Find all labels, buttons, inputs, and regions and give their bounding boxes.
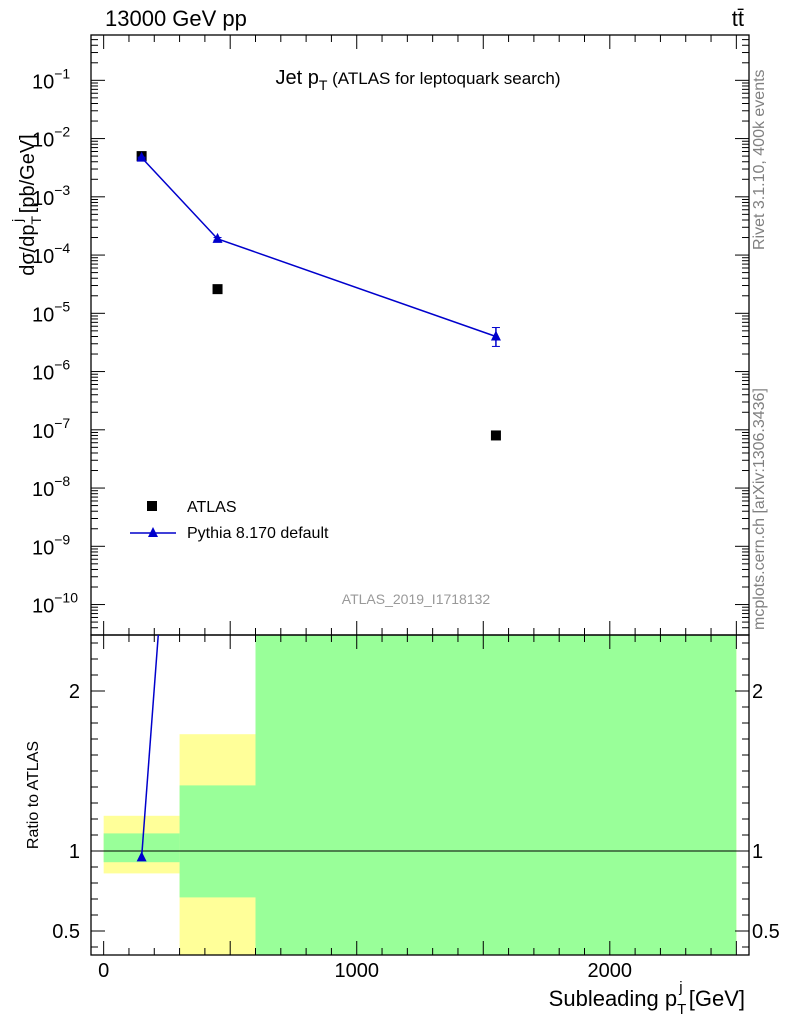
pythia-data-point xyxy=(136,151,147,162)
ratio-y-tick-label-right: 1 xyxy=(752,841,763,863)
y-tick-label: 10−10 xyxy=(32,590,78,618)
y-tick-label-base: 10 xyxy=(32,130,54,152)
y-tick-label-base: 10 xyxy=(32,537,54,559)
ratio-y-tick-label: 1 xyxy=(69,841,80,863)
y-tick-label: 10−2 xyxy=(32,124,70,152)
y-tick-label-exponent: −8 xyxy=(54,473,70,489)
y-tick-label-exponent: −5 xyxy=(54,298,70,314)
x-tick-labels: 0 1000 2000 xyxy=(98,960,632,982)
atlas-data-point xyxy=(490,430,501,441)
rivet-label: Rivet 3.1.10, 400k events xyxy=(751,69,768,250)
main-plot-frame xyxy=(90,34,750,636)
mcplots-label: mcplots.cern.ch [arXiv:1306.3436] xyxy=(751,388,768,630)
ratio-pythia-line xyxy=(140,635,160,858)
ratio-y-tick-label: 0.5 xyxy=(52,921,80,943)
y-tick-label: 10−8 xyxy=(32,473,70,501)
y-tick-label-exponent: −1 xyxy=(54,65,70,81)
y-tick-label-exponent: −7 xyxy=(54,415,70,431)
main-y-tick-labels: 10−1010−910−810−710−610−510−410−310−210−… xyxy=(32,65,78,617)
ratio-band-green xyxy=(179,785,256,898)
y-tick-label: 10−4 xyxy=(32,240,70,268)
legend: ATLAS Pythia 8.170 default xyxy=(130,499,329,542)
ratio-y-axis-title: Ratio to ATLAS xyxy=(25,741,42,849)
y-tick-label-exponent: −9 xyxy=(54,531,70,547)
analysis-label: ATLAS_2019_I1718132 xyxy=(342,591,491,607)
y-tick-label-base: 10 xyxy=(32,246,54,268)
y-tick-label-exponent: −2 xyxy=(54,124,70,140)
ratio-data-layer xyxy=(91,635,749,862)
ratio-plot-frame xyxy=(90,634,750,956)
ratio-pythia-point xyxy=(136,851,147,862)
y-tick-label-exponent: −10 xyxy=(54,590,78,606)
x-axis-title: Subleading pTj [GeV] xyxy=(549,979,745,1018)
pythia-data-point xyxy=(212,232,223,243)
y-tick-label-base: 10 xyxy=(32,479,54,501)
y-tick-label-base: 10 xyxy=(32,596,54,618)
y-tick-label: 10−7 xyxy=(32,415,70,443)
main-y-axis-title: dσ/dpTj [pb/GeV] xyxy=(9,134,44,275)
ratio-y-tick-label: 2 xyxy=(69,681,80,703)
y-tick-label: 10−1 xyxy=(32,65,70,93)
pythia-line xyxy=(141,157,497,338)
main-axis-ticks xyxy=(91,35,749,636)
y-tick-label-base: 10 xyxy=(32,188,54,210)
y-tick-label-base: 10 xyxy=(32,71,54,93)
y-tick-label-base: 10 xyxy=(32,421,54,443)
legend-pythia-label: Pythia 8.170 default xyxy=(187,525,329,542)
ratio-y-tick-label-right: 0.5 xyxy=(752,921,780,943)
pythia-data-point xyxy=(490,330,501,341)
y-tick-label-base: 10 xyxy=(32,363,54,385)
y-tick-label: 10−9 xyxy=(32,531,70,559)
x-tick-label: 1000 xyxy=(334,960,379,982)
atlas-data-point xyxy=(212,284,223,295)
y-tick-label: 10−3 xyxy=(32,182,70,210)
y-tick-label-exponent: −4 xyxy=(54,240,70,256)
legend-atlas-label: ATLAS xyxy=(187,499,237,516)
ratio-uncertainty-bands xyxy=(103,635,737,955)
x-tick-label: 0 xyxy=(98,960,109,982)
y-tick-label-base: 10 xyxy=(32,304,54,326)
y-tick-label: 10−6 xyxy=(32,357,70,385)
process-label: tt̄ xyxy=(732,6,744,31)
main-data-layer xyxy=(136,151,501,441)
energy-label: 13000 GeV pp xyxy=(105,6,247,31)
ratio-y-tick-labels: 0.5 0.5 1 1 2 2 xyxy=(52,681,780,943)
y-tick-label-exponent: −6 xyxy=(54,357,70,373)
plot-title: Jet pT (ATLAS for leptoquark search) xyxy=(276,67,561,93)
legend-pythia-marker xyxy=(148,527,158,537)
ratio-band-green xyxy=(255,635,737,955)
x-tick-label: 2000 xyxy=(588,960,633,982)
y-tick-label-exponent: −3 xyxy=(54,182,70,198)
ratio-y-tick-label-right: 2 xyxy=(752,681,763,703)
ratio-axis-ticks xyxy=(91,635,749,955)
y-tick-label: 10−5 xyxy=(32,298,70,326)
legend-atlas-marker xyxy=(147,501,157,511)
